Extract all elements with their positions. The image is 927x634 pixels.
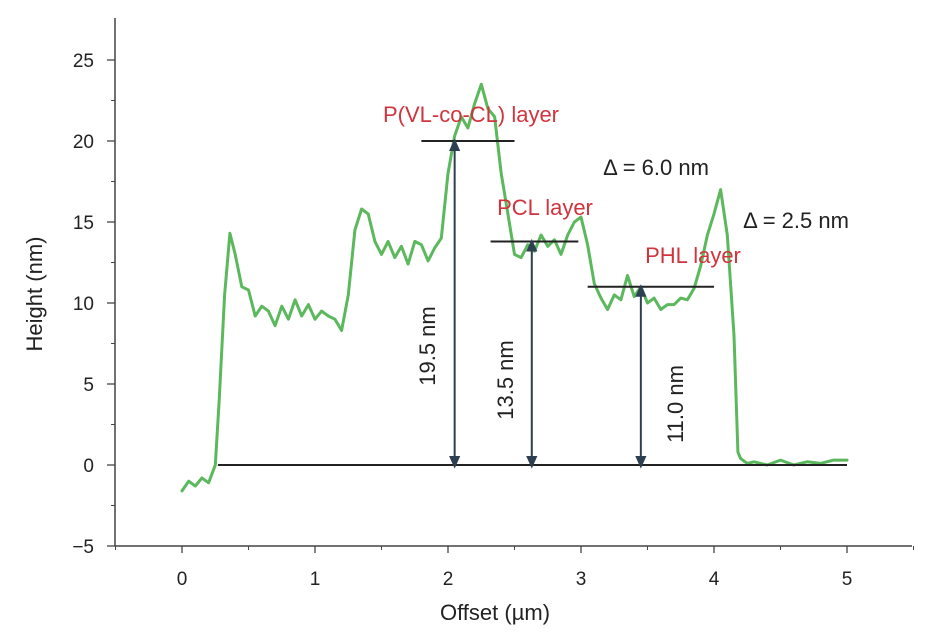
delta-label-lower: Δ = 2.5 nm bbox=[743, 208, 849, 233]
height-label-pcl: 13.5 nm bbox=[493, 340, 518, 420]
layer-label-pvl: P(VL-co-CL) layer bbox=[383, 102, 559, 127]
y-tick-label: 20 bbox=[73, 132, 94, 153]
layer-label-pcl: PCL layer bbox=[497, 195, 593, 220]
x-axis-ticks: 0 1 2 3 4 5 bbox=[115, 546, 914, 590]
y-axis-title: Height (nm) bbox=[22, 237, 47, 352]
height-label-pvl: 19.5 nm bbox=[415, 306, 440, 386]
y-tick-label: 15 bbox=[73, 213, 94, 234]
x-tick-label: 0 bbox=[177, 569, 188, 590]
y-axis-ticks: −5 0 5 10 15 20 25 bbox=[72, 51, 115, 558]
y-tick-label: 10 bbox=[73, 294, 94, 315]
height-label-phl: 11.0 nm bbox=[663, 365, 688, 443]
layer-label-phl: PHL layer bbox=[645, 243, 741, 268]
y-tick-label: 25 bbox=[73, 51, 94, 72]
y-tick-label: 5 bbox=[83, 375, 94, 396]
x-tick-label: 5 bbox=[842, 569, 853, 590]
x-tick-label: 1 bbox=[310, 569, 321, 590]
x-tick-label: 3 bbox=[576, 569, 587, 590]
y-tick-label: −5 bbox=[72, 537, 94, 558]
plot-area bbox=[180, 82, 849, 493]
x-tick-label: 2 bbox=[443, 569, 454, 590]
delta-label-upper: Δ = 6.0 nm bbox=[603, 155, 709, 180]
height-profile-line bbox=[180, 82, 849, 493]
x-axis-title: Offset (µm) bbox=[440, 600, 550, 625]
y-tick-label: 0 bbox=[83, 456, 94, 477]
x-tick-label: 4 bbox=[709, 569, 720, 590]
